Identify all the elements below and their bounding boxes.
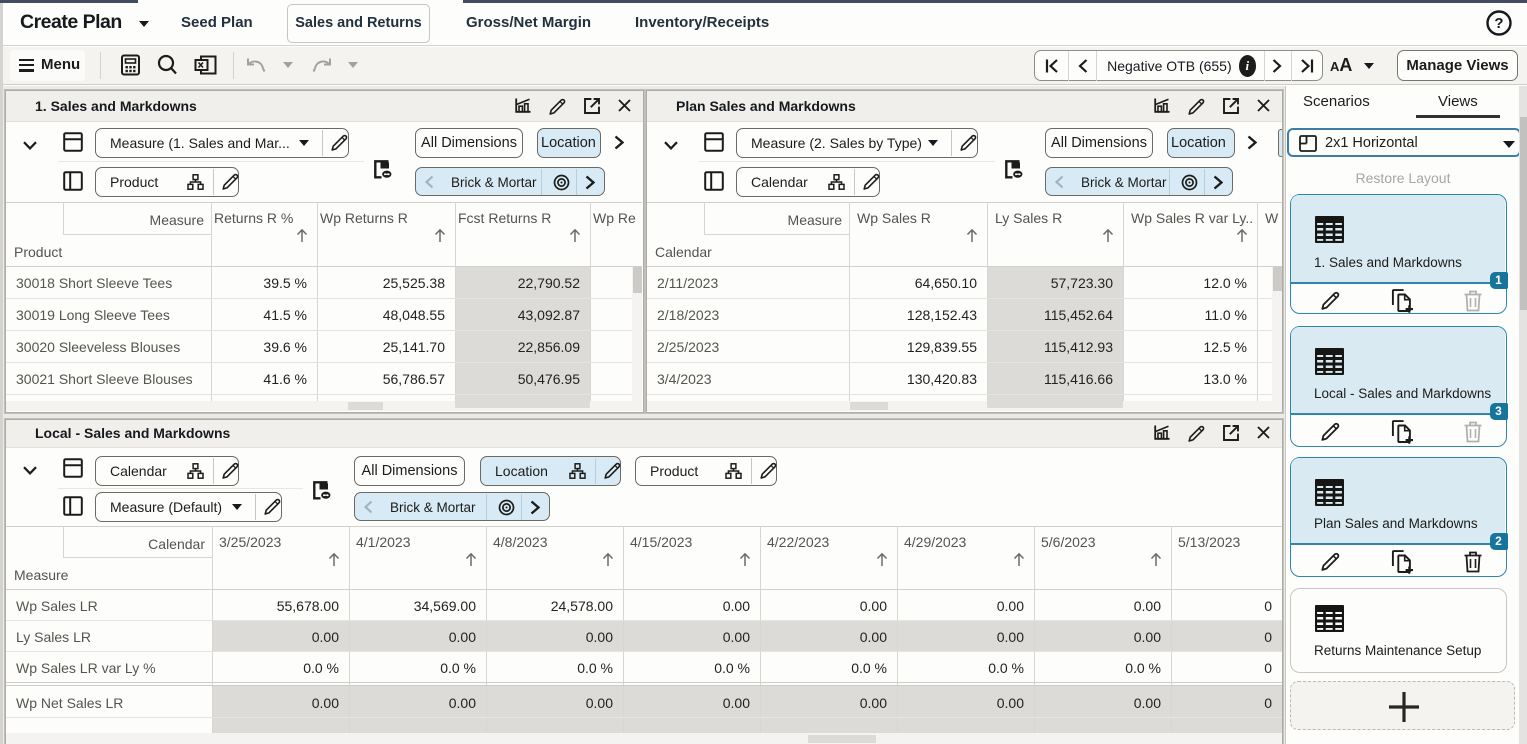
- svg-text:?: ?: [1494, 15, 1503, 32]
